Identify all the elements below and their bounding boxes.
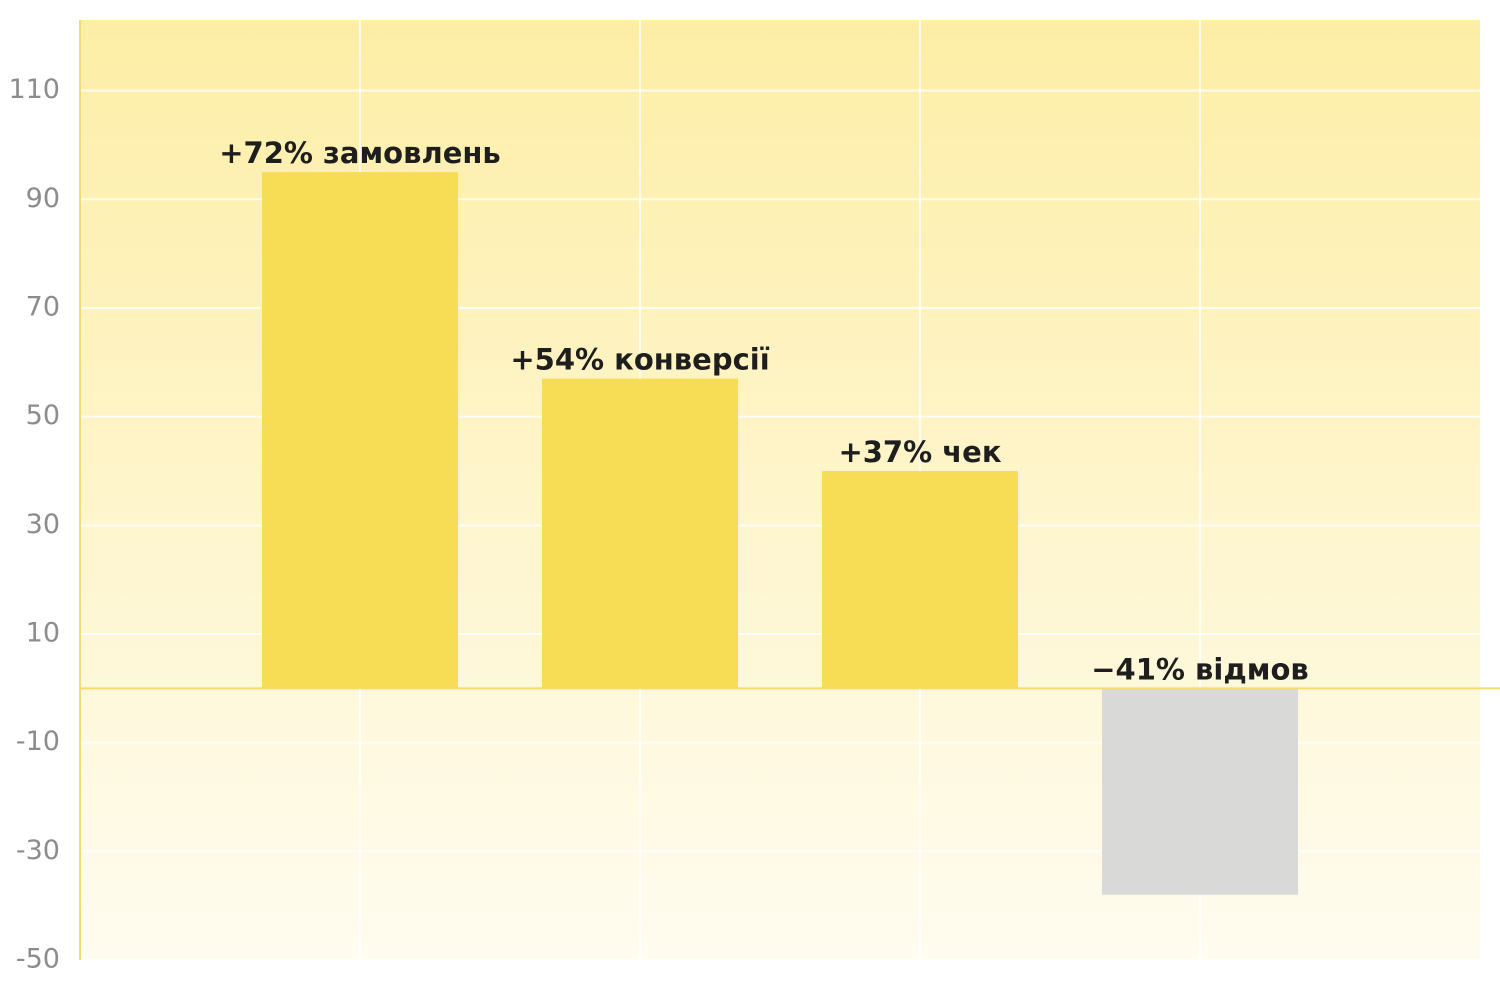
y-tick-label: 50: [26, 400, 60, 431]
bar: [262, 172, 458, 689]
bar: [822, 470, 1018, 689]
bar-annotation: +54% конверсії: [510, 343, 769, 377]
bar: [1102, 688, 1298, 895]
bar-annotation: +72% замовлень: [219, 136, 501, 170]
bar-annotation: −41% відмов: [1091, 652, 1309, 686]
y-tick-label: 110: [8, 74, 60, 105]
y-tick-label: -30: [16, 835, 60, 866]
bar-annotation: +37% чек: [838, 435, 1001, 469]
bar: [542, 378, 738, 689]
y-tick-label: 10: [26, 617, 60, 648]
y-tick-label: 30: [26, 509, 60, 540]
y-tick-label: 90: [26, 183, 60, 214]
y-tick-label: -10: [16, 726, 60, 757]
y-tick-label: -50: [16, 944, 60, 975]
y-tick-label: 70: [26, 291, 60, 322]
